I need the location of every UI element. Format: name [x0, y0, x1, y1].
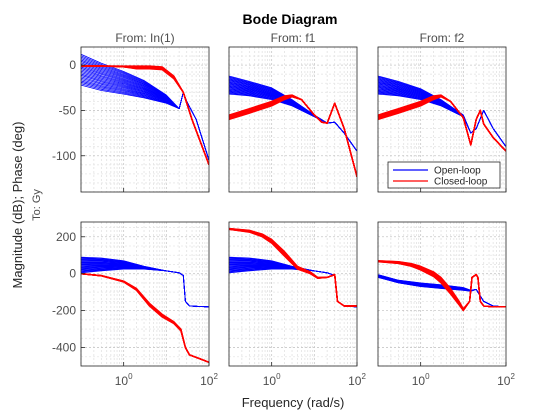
axes-frame [377, 46, 507, 193]
y-tick-label: 200 [56, 230, 76, 244]
x-tick-label: 100 [115, 372, 133, 388]
column-title: From: f2 [420, 31, 465, 45]
legend-box [387, 161, 501, 189]
axes-frame [80, 221, 210, 367]
curves [229, 75, 357, 177]
column-title: From: f1 [271, 31, 316, 45]
closed-loop-line [378, 96, 506, 152]
plot-area [229, 222, 357, 366]
closed-loop-line [229, 228, 357, 307]
y-axis-label: Magnitude (dB); Phase (deg) [10, 122, 25, 289]
y-tick-label: -400 [52, 341, 76, 355]
closed-loop-line [81, 273, 209, 363]
open-loop-line [81, 84, 209, 161]
curves [378, 260, 506, 312]
axes-frame [228, 46, 358, 193]
panel-phase-f2: 100 102 [377, 221, 515, 388]
axes-frame [80, 46, 210, 193]
curves [378, 75, 506, 152]
x-tick-exponent: 2 [213, 372, 218, 381]
open-loop-line [378, 274, 506, 308]
curves [81, 256, 209, 363]
x-tick-label: 102 [497, 372, 515, 388]
panel-phase-f1: 100 102 [228, 221, 366, 388]
x-tick-exponent: 2 [510, 372, 515, 381]
legend-label: Open-loop [434, 166, 481, 177]
x-tick-label: 100 [412, 372, 430, 388]
legend-label: Closed-loop [434, 177, 488, 188]
curves [229, 227, 357, 308]
x-tick-exponent: 0 [128, 372, 133, 381]
plot-area [378, 222, 506, 366]
closed-loop-line [378, 261, 506, 312]
output-label: To: Gy [31, 189, 43, 221]
open-loop-line [229, 93, 357, 152]
x-axis-label: Frequency (rad/s) [242, 395, 345, 410]
x-tick-exponent: 2 [361, 372, 366, 381]
open-loop-line [378, 93, 506, 147]
x-tick-exponent: 0 [276, 372, 281, 381]
x-tick-exponent: 0 [425, 372, 430, 381]
x-tick-label: 100 [263, 372, 281, 388]
x-tick-label: 102 [348, 372, 366, 388]
column-title: From: In(1) [115, 31, 174, 45]
panel-grid: 0 -50 -100 From: In(1) From: f1 From: f2 Open-… [52, 31, 515, 388]
y-tick-label: -200 [52, 304, 76, 318]
closed-loop-line [229, 96, 357, 177]
curves [81, 53, 209, 166]
x-tick-label: 102 [200, 372, 218, 388]
panel-phase-in1: 200 0 -200 -400 100 102 [52, 221, 218, 388]
y-tick-label: 0 [69, 267, 76, 281]
closed-loop-line [81, 65, 209, 166]
y-tick-label: -50 [59, 103, 77, 117]
axes-frame [377, 221, 507, 367]
y-tick-label: 0 [69, 58, 76, 72]
panel-mag-in1: 0 -50 -100 From: In(1) [52, 31, 210, 193]
axes-frame [228, 221, 358, 367]
panel-mag-f1: From: f1 [228, 31, 358, 193]
chart-title: Bode Diagram [243, 11, 338, 27]
y-tick-label: -100 [52, 149, 76, 163]
plot-area [81, 222, 209, 366]
open-loop-line [81, 268, 209, 308]
